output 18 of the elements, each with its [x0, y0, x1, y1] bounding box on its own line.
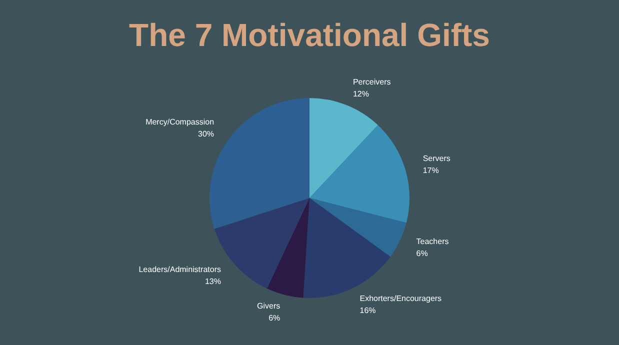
- slice-label: Givers: [257, 301, 280, 310]
- data-label: 6%: [416, 249, 428, 258]
- slice-label: Mercy/Compassion: [146, 118, 214, 127]
- data-label: 6%: [268, 313, 280, 322]
- data-label: 17%: [422, 166, 439, 176]
- slice-label: Perceivers: [352, 77, 391, 86]
- data-label: 16%: [360, 306, 376, 315]
- pie-slice: [310, 125, 410, 223]
- pie-slice: [266, 198, 310, 298]
- slice-label: Leaders/Administrators: [138, 265, 221, 274]
- data-label: 13%: [204, 277, 221, 286]
- data-label: 12%: [352, 89, 369, 98]
- pie-slice: [310, 98, 378, 198]
- slice-label: Servers: [422, 154, 450, 164]
- data-label: 30%: [198, 130, 214, 139]
- slice-label: Teachers: [416, 237, 449, 246]
- chart-title: The 7 Motivational Gifts: [129, 17, 490, 53]
- slice-label: Exhorters/Encouragers: [360, 294, 442, 303]
